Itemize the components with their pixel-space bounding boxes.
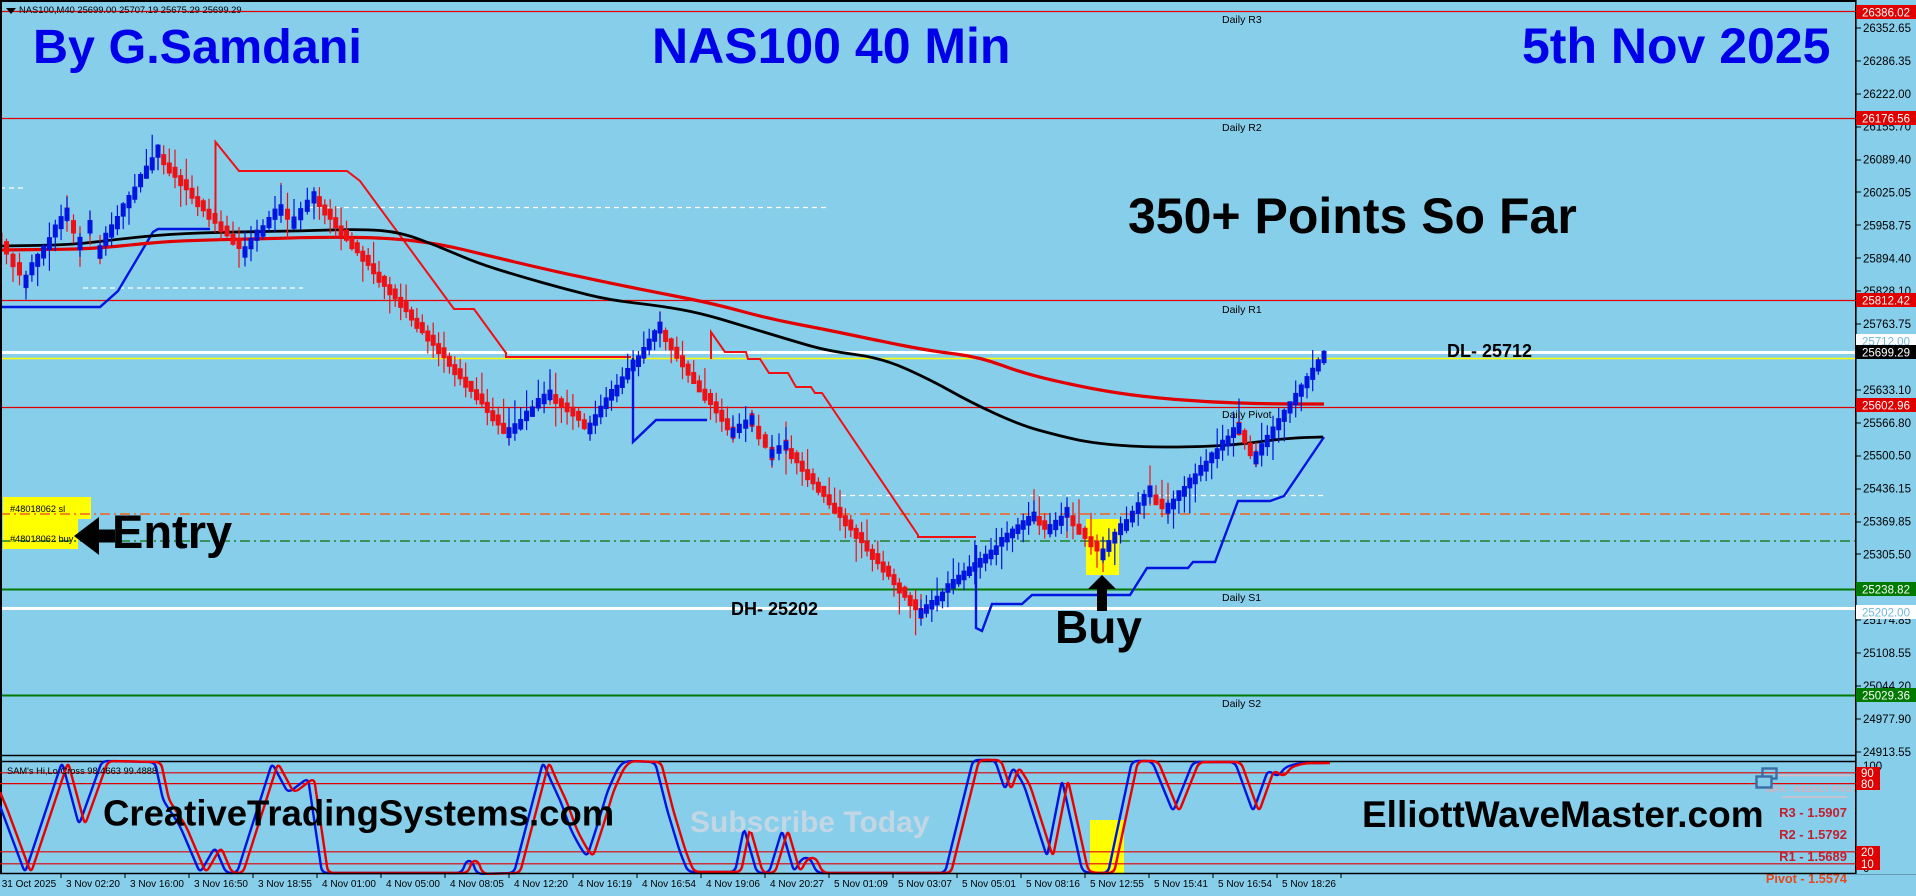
svg-text:5 Nov 03:07: 5 Nov 03:07	[898, 879, 952, 890]
svg-text:5 Nov 15:41: 5 Nov 15:41	[1154, 879, 1208, 890]
svg-text:26089.40: 26089.40	[1863, 155, 1911, 167]
svg-text:25202.00: 25202.00	[1862, 608, 1910, 620]
svg-text:DL- 25712: DL- 25712	[1447, 341, 1532, 361]
svg-text:25763.75: 25763.75	[1863, 319, 1911, 331]
svg-text:Entry: Entry	[112, 505, 232, 558]
svg-text:Subscribe Today: Subscribe Today	[690, 806, 930, 839]
svg-text:Daily S1: Daily S1	[1222, 592, 1261, 604]
svg-text:26286.35: 26286.35	[1863, 56, 1911, 68]
svg-text:3 Nov 18:55: 3 Nov 18:55	[258, 879, 312, 890]
svg-text:25369.85: 25369.85	[1863, 517, 1911, 529]
svg-text:NAS100,M40 25699.00 25707.19: NAS100,M40 25699.00 25707.19 25675.29 25…	[19, 4, 242, 15]
svg-text:5 Nov 05:01: 5 Nov 05:01	[962, 879, 1016, 890]
svg-text:4 Nov 12:20: 4 Nov 12:20	[514, 879, 568, 890]
svg-text:26025.05: 26025.05	[1863, 188, 1911, 200]
svg-text:25958.75: 25958.75	[1863, 220, 1911, 232]
svg-text:Pivot - 1.5574: Pivot - 1.5574	[1766, 872, 1847, 886]
svg-text:25566.80: 25566.80	[1863, 418, 1911, 430]
svg-text:Daily S2: Daily S2	[1222, 698, 1261, 710]
svg-text:25633.10: 25633.10	[1863, 385, 1911, 397]
svg-text:By G.Samdani: By G.Samdani	[33, 20, 362, 74]
svg-text:Daily R3: Daily R3	[1222, 14, 1262, 26]
svg-text:R3 - 1.5907: R3 - 1.5907	[1779, 805, 1847, 820]
svg-text:26352.65: 26352.65	[1863, 23, 1911, 35]
svg-text:26222.00: 26222.00	[1863, 89, 1911, 101]
svg-text:25305.50: 25305.50	[1863, 549, 1911, 561]
svg-text:3 Nov 16:00: 3 Nov 16:00	[130, 879, 184, 890]
svg-text:80: 80	[1861, 779, 1874, 791]
svg-text:350+ Points So Far: 350+ Points So Far	[1128, 188, 1577, 244]
svg-text:26176.56: 26176.56	[1862, 114, 1910, 126]
svg-text:5 Nov 18:26: 5 Nov 18:26	[1282, 879, 1336, 890]
svg-text:4 Nov 20:27: 4 Nov 20:27	[770, 879, 824, 890]
svg-text:25029.36: 25029.36	[1862, 691, 1910, 703]
svg-text:Daily R1: Daily R1	[1222, 304, 1262, 316]
svg-text:26386.02: 26386.02	[1862, 8, 1910, 20]
svg-text:IBFX - WEEKLY PIVOTS: IBFX - WEEKLY PIVOTS	[1766, 784, 1863, 794]
svg-text:10: 10	[1861, 859, 1874, 871]
svg-text:#48018062 buy: #48018062 buy	[10, 534, 74, 544]
svg-text:25500.50: 25500.50	[1863, 451, 1911, 463]
svg-text:ElliottWaveMaster.com: ElliottWaveMaster.com	[1362, 794, 1764, 835]
svg-text:NAS100 40 Min: NAS100 40 Min	[652, 18, 1010, 74]
svg-text:25812.42: 25812.42	[1862, 296, 1910, 308]
svg-text:5 Nov 12:55: 5 Nov 12:55	[1090, 879, 1144, 890]
svg-text:3 Nov 02:20: 3 Nov 02:20	[66, 879, 120, 890]
svg-text:4 Nov 08:05: 4 Nov 08:05	[450, 879, 504, 890]
svg-text:Daily Pivot: Daily Pivot	[1222, 409, 1272, 421]
svg-text:25894.40: 25894.40	[1863, 253, 1911, 265]
svg-text:25108.55: 25108.55	[1863, 648, 1911, 660]
svg-text:R2 - 1.5792: R2 - 1.5792	[1779, 827, 1847, 842]
svg-text:24977.90: 24977.90	[1863, 714, 1911, 726]
svg-text:4 Nov 05:00: 4 Nov 05:00	[386, 879, 440, 890]
svg-text:4 Nov 01:00: 4 Nov 01:00	[322, 879, 376, 890]
svg-text:25238.82: 25238.82	[1862, 585, 1910, 597]
svg-text:SAM's Hi,Lo Cross 98.4663 99.4: SAM's Hi,Lo Cross 98.4663 99.4888	[7, 766, 157, 776]
svg-text:5 Nov 01:09: 5 Nov 01:09	[834, 879, 888, 890]
svg-text:5 Nov 08:16: 5 Nov 08:16	[1026, 879, 1080, 890]
svg-text:31 Oct 2025: 31 Oct 2025	[2, 879, 57, 890]
svg-text:24913.55: 24913.55	[1863, 747, 1911, 759]
svg-text:20: 20	[1861, 847, 1874, 859]
svg-text:#48018062 sl: #48018062 sl	[10, 504, 65, 514]
svg-text:25699.29: 25699.29	[1862, 348, 1910, 360]
svg-text:Daily R2: Daily R2	[1222, 122, 1262, 134]
svg-text:90: 90	[1861, 768, 1874, 780]
svg-text:4 Nov 16:19: 4 Nov 16:19	[578, 879, 632, 890]
svg-text:25602.96: 25602.96	[1862, 401, 1910, 413]
svg-text:5 Nov 16:54: 5 Nov 16:54	[1218, 879, 1272, 890]
svg-text:R1 - 1.5689: R1 - 1.5689	[1779, 849, 1847, 864]
svg-text:4 Nov 16:54: 4 Nov 16:54	[642, 879, 696, 890]
svg-text:CreativeTradingSystems.com: CreativeTradingSystems.com	[103, 793, 614, 834]
svg-text:4 Nov 19:06: 4 Nov 19:06	[706, 879, 760, 890]
svg-text:DH- 25202: DH- 25202	[731, 599, 818, 619]
svg-text:5th Nov 2025: 5th Nov 2025	[1522, 18, 1830, 74]
svg-text:25436.15: 25436.15	[1863, 484, 1911, 496]
svg-text:3 Nov 16:50: 3 Nov 16:50	[194, 879, 248, 890]
